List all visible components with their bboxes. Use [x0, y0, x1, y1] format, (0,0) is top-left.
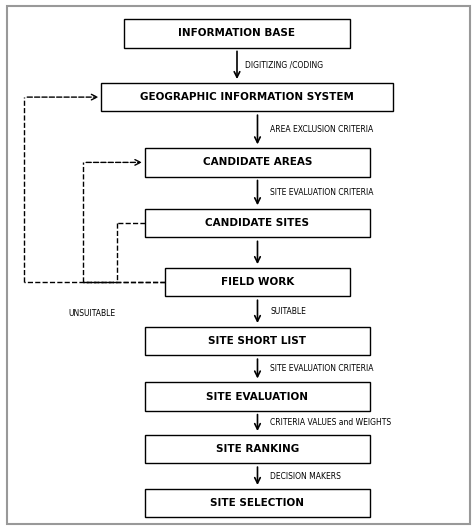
FancyBboxPatch shape [101, 83, 393, 111]
FancyBboxPatch shape [145, 209, 370, 238]
FancyBboxPatch shape [165, 268, 350, 296]
Text: DIGITIZING /CODING: DIGITIZING /CODING [245, 61, 323, 70]
FancyBboxPatch shape [145, 148, 370, 177]
Text: UNSUITABLE: UNSUITABLE [68, 308, 115, 317]
FancyBboxPatch shape [145, 327, 370, 355]
Text: SITE EVALUATION CRITERIA: SITE EVALUATION CRITERIA [270, 364, 374, 373]
Text: DECISION MAKERS: DECISION MAKERS [270, 472, 341, 480]
FancyBboxPatch shape [145, 435, 370, 463]
Text: CRITERIA VALUES and WEIGHTS: CRITERIA VALUES and WEIGHTS [270, 418, 392, 427]
Text: AREA EXCLUSION CRITERIA: AREA EXCLUSION CRITERIA [270, 125, 374, 134]
Text: SITE RANKING: SITE RANKING [216, 444, 299, 454]
Text: GEOGRAPHIC INFORMATION SYSTEM: GEOGRAPHIC INFORMATION SYSTEM [140, 92, 354, 102]
Text: FIELD WORK: FIELD WORK [221, 277, 294, 287]
Text: INFORMATION BASE: INFORMATION BASE [179, 29, 295, 39]
Text: SUITABLE: SUITABLE [270, 307, 306, 316]
FancyBboxPatch shape [7, 6, 470, 524]
Text: SITE SHORT LIST: SITE SHORT LIST [209, 336, 307, 346]
Text: SITE SELECTION: SITE SELECTION [210, 498, 304, 508]
Text: SITE EVALUATION CRITERIA: SITE EVALUATION CRITERIA [270, 188, 374, 197]
FancyBboxPatch shape [124, 19, 350, 48]
FancyBboxPatch shape [145, 382, 370, 411]
Text: CANDIDATE AREAS: CANDIDATE AREAS [203, 157, 312, 167]
Text: SITE EVALUATION: SITE EVALUATION [207, 392, 309, 401]
Text: CANDIDATE SITES: CANDIDATE SITES [206, 218, 310, 228]
FancyBboxPatch shape [145, 489, 370, 517]
